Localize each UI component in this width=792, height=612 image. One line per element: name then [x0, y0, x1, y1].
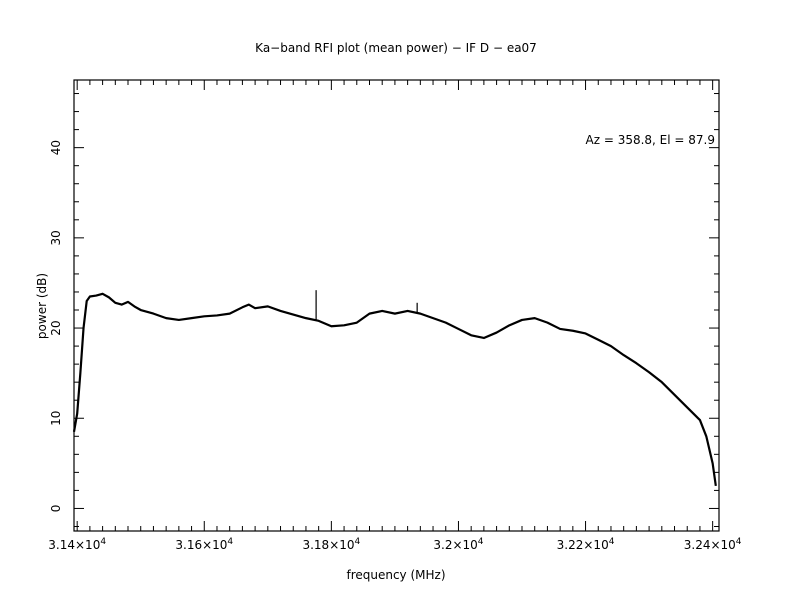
y-ticks: 0 10 20 30 40: [49, 93, 719, 527]
x-axis-label: frequency (MHz): [346, 568, 445, 582]
y-tick-label: 0: [49, 505, 63, 513]
y-tick-label: 30: [49, 230, 63, 245]
x-tick-label: 3.16×104: [175, 537, 233, 552]
chart-title: Ka−band RFI plot (mean power) − IF D − e…: [255, 41, 537, 55]
x-tick-label: 3.22×104: [557, 537, 615, 552]
chart-annotation: Az = 358.8, El = 87.9: [586, 133, 716, 147]
plot-frame: [73, 79, 720, 532]
y-axis-label: power (dB): [35, 273, 49, 339]
y-tick-label: 20: [49, 320, 63, 335]
x-ticks: 3.14×104 3.16×104 3.18×104 3.2×104 3.22×104 3…: [48, 80, 742, 552]
x-tick-label: 3.14×104: [48, 537, 106, 552]
series-line: [72, 292, 717, 487]
x-tick-label: 3.24×104: [684, 537, 742, 552]
x-tick-label: 3.2×104: [433, 537, 483, 552]
series-group: [72, 290, 717, 487]
x-tick-label: 3.18×104: [302, 537, 360, 552]
y-tick-label: 10: [49, 411, 63, 426]
y-tick-label: 40: [49, 140, 63, 155]
